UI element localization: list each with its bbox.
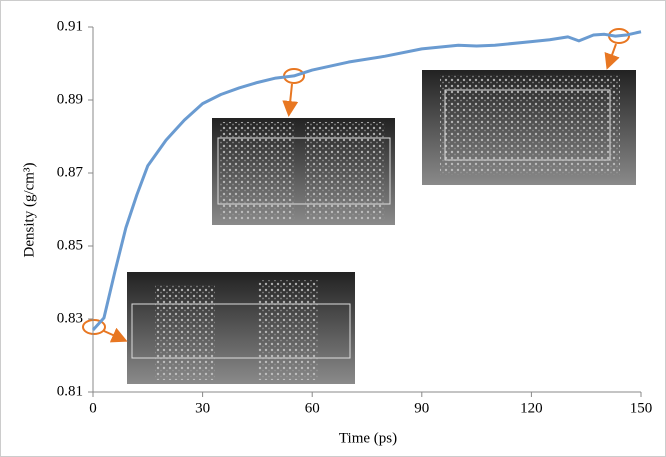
x-axis-title: Time (ps): [339, 430, 397, 446]
y-axis-title: Density (g/cm³): [21, 163, 37, 258]
x-tick-label: 90: [414, 400, 429, 416]
y-tick-label: 0.89: [57, 91, 83, 107]
inset-image: [127, 272, 355, 384]
y-tick-label: 0.91: [57, 18, 83, 34]
x-tick-label: 30: [195, 400, 210, 416]
annotation: [82, 28, 630, 343]
y-tick-label: 0.83: [57, 310, 83, 326]
x-tick-label: 60: [305, 400, 320, 416]
inset-image: [422, 70, 636, 185]
data-line: [91, 30, 642, 331]
y-tick-label: 0.85: [57, 237, 83, 253]
y-tick-label: 0.87: [57, 164, 84, 180]
y-tick-label: 0.81: [57, 383, 83, 399]
x-tick-label: 150: [630, 400, 653, 416]
x-tick-label: 0: [89, 400, 97, 416]
x-tick-label: 120: [520, 400, 543, 416]
inset-image: [212, 118, 395, 225]
